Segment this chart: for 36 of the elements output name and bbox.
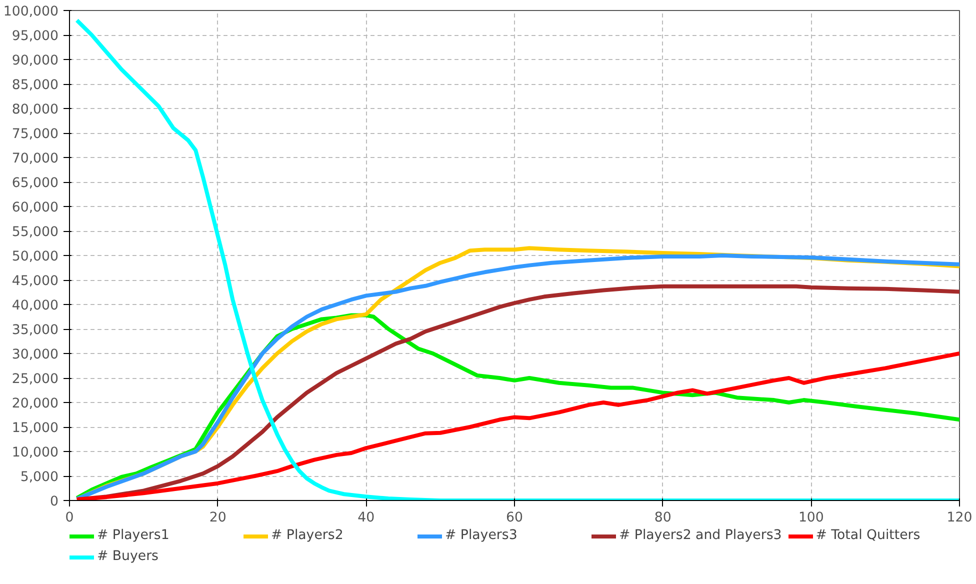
y-tick-label: 85,000	[12, 78, 59, 93]
y-tick-label: 30,000	[12, 348, 59, 362]
y-tick-label: 45,000	[12, 274, 59, 289]
y-tick-label: 90,000	[12, 54, 59, 68]
y-tick-label: 75,000	[12, 127, 59, 142]
legend-label: # Players3	[445, 528, 518, 543]
legend-label: # Players2	[271, 528, 344, 543]
y-tick-label: 35,000	[12, 323, 59, 338]
y-tick-label: 20,000	[12, 396, 59, 412]
x-tick-label: 60	[506, 510, 523, 526]
legend-label: # Players1	[97, 528, 170, 543]
line-series	[74, 18, 960, 500]
y-tick-label: 60,000	[12, 200, 59, 216]
x-tick-label: 120	[946, 510, 972, 526]
y-tick-label: 65,000	[12, 176, 59, 191]
x-tick-label: 100	[798, 510, 824, 526]
y-tick-label: 50,000	[12, 250, 59, 264]
y-tick-label: 80,000	[12, 102, 59, 118]
x-tick-label: 80	[654, 510, 672, 526]
y-tick-label: 25,000	[12, 372, 59, 387]
y-tick-label: 10,000	[12, 446, 59, 460]
legend-label: # Buyers	[97, 549, 160, 564]
x-tick-label: 40	[358, 510, 375, 526]
x-tick-label: 0	[65, 510, 74, 526]
y-tick-label: 5,000	[20, 470, 58, 485]
y-tick-label: 0	[50, 494, 59, 510]
legend-label: # Players2 and Players3	[619, 528, 782, 543]
y-tick-label: 40,000	[12, 298, 59, 314]
x-tick-label: 20	[209, 510, 226, 526]
y-tick-label: 100,000	[3, 4, 59, 20]
y-tick-label: 70,000	[12, 152, 59, 166]
y-tick-label: 95,000	[12, 29, 59, 44]
line-series	[74, 352, 960, 500]
y-tick-label: 55,000	[12, 225, 59, 240]
legend-label: # Total Quitters	[816, 528, 922, 543]
y-tick-label: 15,000	[12, 421, 59, 436]
